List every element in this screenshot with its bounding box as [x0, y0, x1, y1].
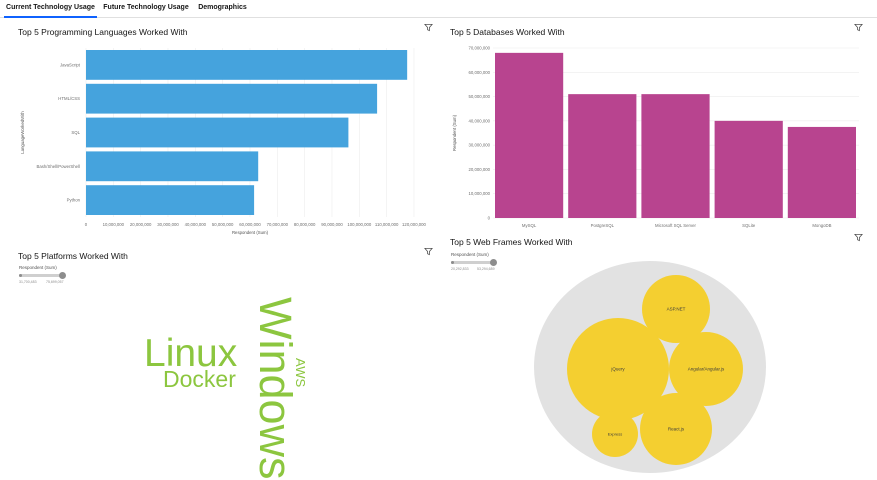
platforms-panel: Top 5 Platforms Worked With Respondent (… [0, 240, 438, 480]
bubble [567, 318, 669, 420]
filter-icon[interactable] [854, 233, 863, 242]
legend-slider-track [451, 261, 496, 264]
languages-panel: Top 5 Programming Languages Worked With … [0, 18, 438, 240]
bar [86, 117, 349, 148]
frames-chart-title: Top 5 Web Frames Worked With [450, 237, 573, 247]
bubble [592, 411, 638, 457]
legend-slider-min-handle[interactable] [451, 261, 454, 264]
bubble [642, 275, 710, 343]
bubble [640, 393, 712, 465]
x-tick-label: 20,000,000 [130, 222, 152, 227]
x-tick-label: 30,000,000 [157, 222, 179, 227]
bubble-label: Express [608, 432, 622, 437]
x-tick-label: 100,000,000 [347, 222, 372, 227]
languages-bar-chart: 0 10,000,000 20,000,000 30,000,000 40,000,00… [20, 48, 427, 235]
bar [495, 52, 564, 218]
x-axis-label: Respondent (Sum) [232, 230, 269, 235]
word-aws: AWS [293, 358, 308, 387]
y-tick-label: 60,000,000 [468, 70, 490, 75]
x-tick-label: 90,000,000 [321, 222, 343, 227]
y-tick-label: 0 [488, 216, 491, 221]
legend-slider-max-handle[interactable] [490, 259, 497, 266]
legend-slider-max-handle[interactable] [59, 272, 66, 279]
legend-title: Respondent (Sum) [19, 265, 57, 270]
y-tick-label: 10,000,000 [468, 191, 490, 196]
frames-panel: Top 5 Web Frames Worked With Respondent … [438, 233, 877, 480]
tab-demographics[interactable]: Demographics [198, 4, 247, 11]
x-tick-label: MongoDB [812, 223, 831, 228]
y-tick-label: 40,000,000 [468, 118, 490, 123]
x-tick-label: 80,000,000 [294, 222, 316, 227]
y-tick-label: 20,000,000 [468, 167, 490, 172]
legend-min-value: 31,700,483 [19, 280, 37, 284]
x-tick-label: PostgreSQL [591, 223, 615, 228]
y-tick-label: Bash/Shell/PowerShell [37, 164, 81, 169]
filter-icon[interactable] [424, 23, 433, 32]
x-tick-label: 10,000,000 [103, 222, 125, 227]
word-docker: Docker [163, 366, 236, 392]
y-tick-label: JavaScript [60, 62, 81, 67]
bar [86, 50, 408, 80]
filter-icon[interactable] [424, 247, 433, 256]
y-tick-label: Python [67, 198, 81, 203]
word-linux: Linux [144, 332, 238, 375]
legend-slider-min-handle[interactable] [19, 274, 22, 277]
legend-max-value: 75,699,057 [46, 280, 64, 284]
word-windows: Windows [250, 297, 301, 480]
x-tick-label: 70,000,000 [267, 222, 289, 227]
bubble-label: ASP.NET [667, 307, 686, 312]
x-tick-label: 40,000,000 [185, 222, 207, 227]
legend-title: Respondent (Sum) [451, 252, 489, 257]
bubble-label: jQuery [610, 367, 625, 372]
legend-slider-track [19, 274, 64, 277]
x-tick-label: 110,000,000 [375, 222, 399, 227]
y-tick-label: HTML/CSS [58, 96, 80, 101]
y-axis-label: LanguageWorkedWith [20, 111, 25, 154]
tab-bar: Current Technology Usage Future Technolo… [0, 0, 877, 18]
y-axis-label: Respondent (Sum) [452, 114, 457, 151]
x-tick-label: 0 [85, 222, 88, 227]
bar [787, 126, 856, 218]
bar [86, 185, 255, 215]
bar [86, 151, 259, 182]
x-tick-label: SQLite [742, 223, 756, 228]
y-tick-label: 70,000,000 [468, 46, 490, 51]
bar [86, 83, 378, 114]
x-tick-label: 60,000,000 [239, 222, 261, 227]
languages-chart-title: Top 5 Programming Languages Worked With [18, 27, 188, 37]
tab-current-technology-usage[interactable]: Current Technology Usage [4, 0, 97, 18]
y-tick-label: 50,000,000 [468, 94, 490, 99]
tab-future-technology-usage[interactable]: Future Technology Usage [103, 4, 189, 11]
bar [714, 120, 783, 218]
y-tick-label: 30,000,000 [468, 143, 490, 148]
x-tick-label: MySQL [522, 223, 537, 228]
bubble-label: Angular/Angular.js [688, 367, 725, 372]
platforms-chart-title: Top 5 Platforms Worked With [18, 251, 128, 261]
databases-chart-title: Top 5 Databases Worked With [450, 27, 565, 37]
y-tick-label: SQL [71, 130, 80, 135]
bubble [669, 332, 743, 406]
databases-panel: Top 5 Databases Worked With 0 10,000,000 2… [438, 18, 877, 240]
x-tick-label: 120,000,000 [402, 222, 427, 227]
databases-bar-chart: 0 10,000,000 20,000,000 30,000,000 40,000,00… [452, 46, 859, 228]
bar [568, 94, 637, 218]
filter-icon[interactable] [854, 23, 863, 32]
bubble-label: React.js [668, 427, 685, 432]
x-tick-label: Microsoft SQL Server [655, 223, 696, 228]
frames-bubble-chart: ASP.NET jQuery Angular/Angular.js React.js E… [534, 261, 766, 473]
bar [641, 94, 710, 218]
x-tick-label: 50,000,000 [212, 222, 234, 227]
legend-max-value: 53,294,689 [477, 267, 495, 271]
legend-min-value: 20,292,833 [451, 267, 469, 271]
